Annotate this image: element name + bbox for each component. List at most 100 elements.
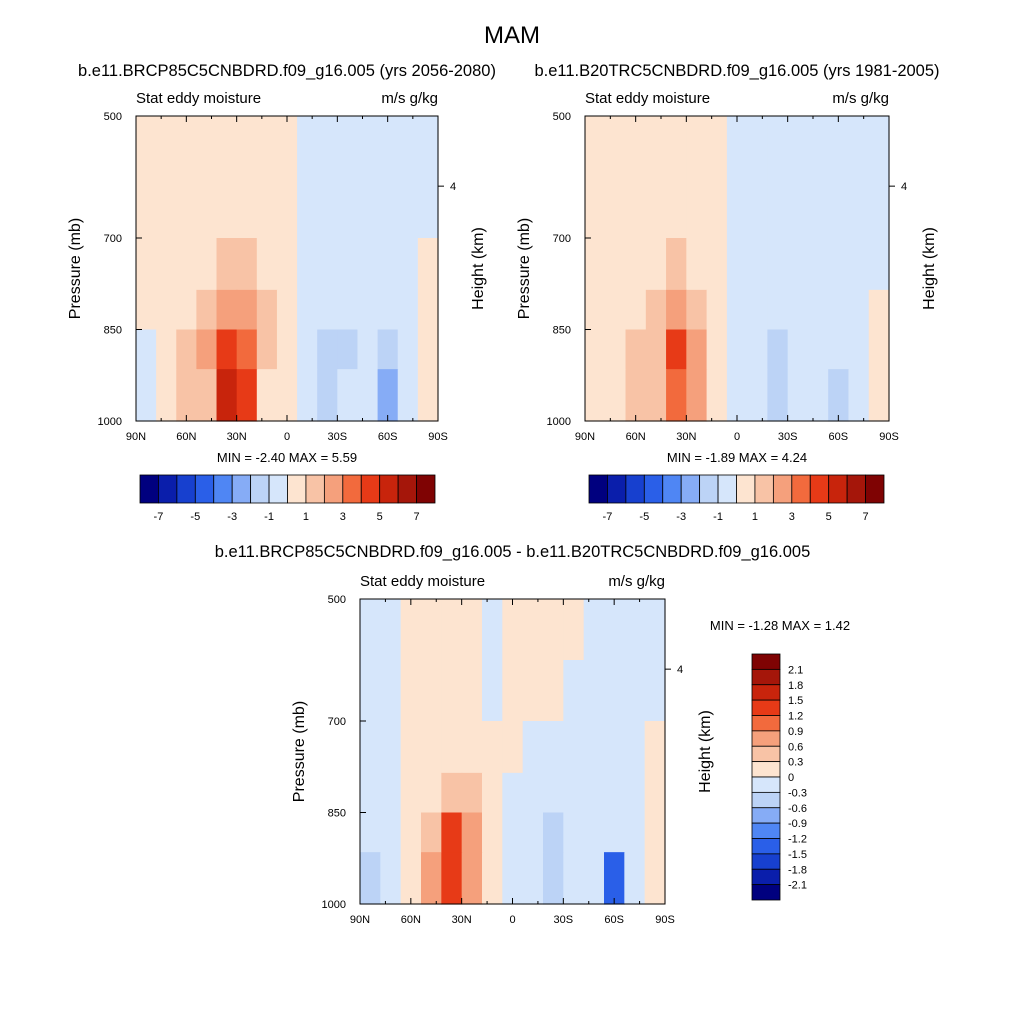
heatmap-cell bbox=[787, 116, 809, 178]
heatmap-cell bbox=[417, 238, 439, 291]
colorbar-label: -7 bbox=[603, 511, 613, 523]
colorbar-box bbox=[250, 474, 270, 504]
heatmap-cell bbox=[666, 329, 687, 370]
heatmap-cell bbox=[543, 721, 564, 774]
heatmap-cell bbox=[583, 599, 605, 661]
colorbar-label: 3 bbox=[789, 511, 795, 523]
min-max-label: MIN = -1.28 MAX = 1.42 bbox=[710, 618, 850, 633]
heatmap-cell bbox=[868, 116, 890, 178]
heatmap-cell bbox=[563, 852, 585, 905]
y-axis-label: Pressure (mb) bbox=[516, 218, 533, 319]
heatmap-cell bbox=[397, 289, 419, 331]
heatmap-cell bbox=[706, 238, 728, 291]
heatmap-cell bbox=[726, 177, 748, 239]
heatmap-cell bbox=[236, 238, 258, 291]
heatmap-cell bbox=[645, 238, 667, 291]
heatmap-cell bbox=[400, 721, 422, 774]
heatmap-cell bbox=[522, 852, 544, 905]
heatmap-cell bbox=[624, 599, 646, 661]
heatmap-cell bbox=[585, 238, 606, 291]
colorbar-box bbox=[213, 474, 233, 504]
heatmap-cell bbox=[767, 177, 789, 239]
heatmap-cell bbox=[276, 329, 298, 370]
colorbar-box bbox=[699, 474, 719, 504]
colorbar-label: 2.1 bbox=[788, 664, 803, 676]
colorbar-box bbox=[751, 853, 781, 870]
heatmap-cell bbox=[563, 812, 585, 853]
y-tick-label: 700 bbox=[328, 716, 346, 728]
heatmap-cell bbox=[585, 116, 606, 178]
heatmap-cell bbox=[706, 116, 728, 178]
colorbar-box bbox=[754, 474, 774, 504]
heatmap-cell bbox=[563, 660, 585, 722]
heatmap-cell bbox=[377, 116, 399, 178]
colorbar-box bbox=[865, 474, 885, 504]
heatmap-cell bbox=[357, 329, 379, 370]
colorbar-label: 1.8 bbox=[788, 680, 803, 692]
heatmap-cell bbox=[645, 116, 667, 178]
heatmap-cell bbox=[461, 721, 483, 774]
heatmap-cell bbox=[625, 369, 647, 422]
heatmap-cell bbox=[726, 369, 748, 422]
colorbar-box bbox=[176, 474, 196, 504]
heatmap-cell bbox=[848, 329, 870, 370]
heatmap-cell bbox=[441, 660, 463, 722]
colorbar-label: 0.6 bbox=[788, 741, 803, 753]
heatmap-cell bbox=[625, 289, 647, 331]
colorbar-label: -2.1 bbox=[788, 880, 807, 892]
heatmap-cell bbox=[522, 772, 544, 814]
heatmap-cell bbox=[828, 238, 850, 291]
heatmap-cell bbox=[256, 177, 278, 239]
min-max-label: MIN = -2.40 MAX = 5.59 bbox=[217, 450, 357, 465]
heatmap-cell bbox=[747, 289, 768, 331]
heatmap-cell bbox=[502, 599, 524, 661]
heatmap-cell bbox=[625, 116, 647, 178]
heatmap-cell bbox=[421, 599, 442, 661]
heatmap-cell bbox=[441, 852, 463, 905]
heatmap-cell bbox=[357, 289, 379, 331]
heatmap-cell bbox=[543, 812, 564, 853]
heatmap-cell bbox=[666, 238, 687, 291]
heatmap-cell bbox=[522, 812, 544, 853]
heatmap-cell bbox=[644, 599, 666, 661]
heatmap-cell bbox=[604, 721, 625, 774]
heatmap-cell bbox=[644, 812, 666, 853]
heatmap-cell bbox=[522, 599, 544, 661]
y-tick-label: 700 bbox=[553, 233, 571, 245]
heatmap-cell bbox=[196, 116, 218, 178]
colorbar-box bbox=[625, 474, 645, 504]
heatmap-cell bbox=[196, 177, 218, 239]
heatmap-cell bbox=[563, 772, 585, 814]
x-tick-label: 60S bbox=[378, 431, 398, 443]
left-string: Stat eddy moisture bbox=[585, 90, 710, 107]
heatmap-cell bbox=[236, 289, 258, 331]
heatmap-cell bbox=[357, 116, 379, 178]
heatmap-cell bbox=[421, 812, 442, 853]
heatmap-cell bbox=[645, 329, 667, 370]
heatmap-cell bbox=[482, 721, 503, 774]
heatmap-cell bbox=[543, 852, 564, 905]
heatmap-cell bbox=[502, 852, 524, 905]
heatmap-cell bbox=[482, 772, 503, 814]
heatmap-cell bbox=[624, 852, 646, 905]
colorbar-label: 5 bbox=[826, 511, 832, 523]
y-axis-label-right: Height (km) bbox=[921, 227, 938, 310]
colorbar-label: 0 bbox=[788, 772, 794, 784]
colorbar-label: -3 bbox=[676, 511, 686, 523]
right-string: m/s g/kg bbox=[608, 573, 665, 590]
heatmap-cell bbox=[583, 772, 605, 814]
heatmap-cell bbox=[543, 772, 564, 814]
colorbar-box bbox=[751, 699, 781, 716]
heatmap-cell bbox=[624, 812, 646, 853]
heatmap-cell bbox=[417, 177, 439, 239]
colorbar-label: -1.5 bbox=[788, 849, 807, 861]
heatmap-cell bbox=[868, 289, 890, 331]
heatmap-cell bbox=[644, 660, 666, 722]
heatmap-cell bbox=[585, 329, 606, 370]
heatmap-cell bbox=[585, 289, 606, 331]
right-tick-label: 4 bbox=[450, 181, 456, 193]
heatmap-cell bbox=[360, 721, 381, 774]
heatmap-cell bbox=[400, 599, 422, 661]
right-tick-label: 4 bbox=[677, 664, 683, 676]
x-tick-label: 30S bbox=[778, 431, 798, 443]
